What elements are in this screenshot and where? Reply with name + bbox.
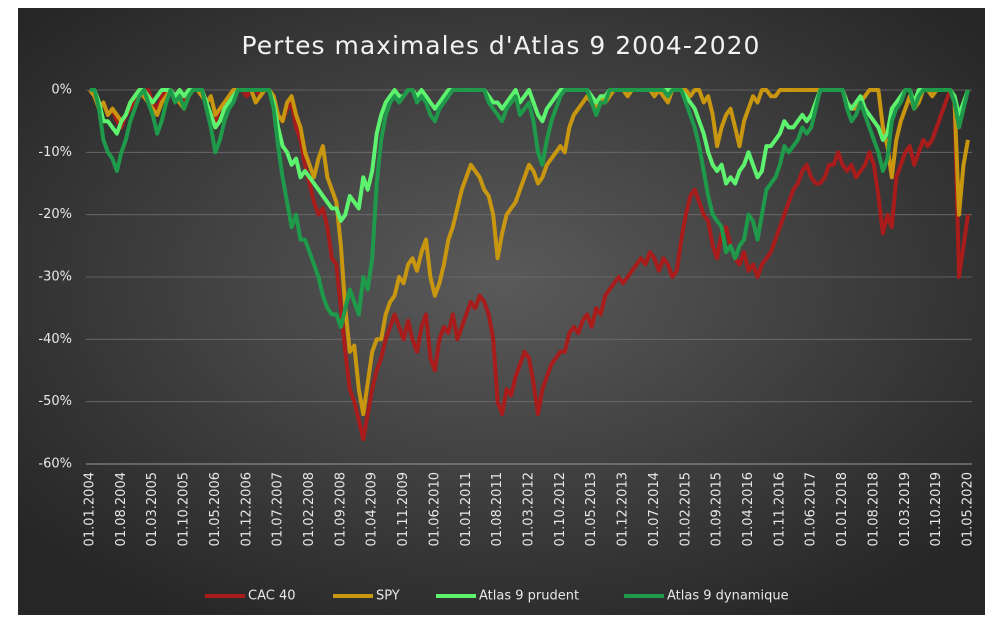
x-tick-label: 01.01.2004 xyxy=(83,472,98,546)
x-tick-label: 01.02.2015 xyxy=(678,472,693,546)
x-tick-label: 01.01.2018 xyxy=(835,472,850,546)
chart-title: Pertes maximales d'Atlas 9 2004-2020 xyxy=(242,31,761,60)
x-tick-label: 01.05.2013 xyxy=(584,472,599,546)
x-tick-label: 01.11.2016 xyxy=(772,472,787,546)
x-tick-label: 01.07.2007 xyxy=(271,472,286,546)
legend-label: SPY xyxy=(376,589,400,604)
x-tick-label: 01.05.2020 xyxy=(961,472,976,546)
x-tick-label: 01.03.2005 xyxy=(145,472,160,546)
x-tick-label: 01.04.2009 xyxy=(365,472,380,546)
legend-label: Atlas 9 prudent xyxy=(479,589,579,604)
x-tick-label: 01.11.2009 xyxy=(396,472,411,546)
x-tick-label: 01.10.2012 xyxy=(553,472,568,546)
legend-label: Atlas 9 dynamique xyxy=(667,589,789,604)
x-tick-label: 01.09.2008 xyxy=(333,472,348,546)
x-tick-label: 01.06.2017 xyxy=(804,472,819,546)
x-tick-label: 01.08.2018 xyxy=(866,472,881,546)
y-tick-label: 0% xyxy=(51,83,72,98)
y-tick-label: -40% xyxy=(38,332,72,347)
series-line xyxy=(90,88,970,329)
x-tick-label: 01.12.2006 xyxy=(239,472,254,546)
legend-label: CAC 40 xyxy=(248,589,296,604)
x-tick-label: 01.08.2011 xyxy=(490,472,505,546)
x-tick-label: 01.05.2006 xyxy=(208,472,223,546)
x-tick-label: 01.10.2019 xyxy=(929,472,944,546)
y-tick-label: -50% xyxy=(38,394,72,409)
x-tick-label: 01.04.2016 xyxy=(741,472,756,546)
x-tick-label: 01.08.2004 xyxy=(114,472,129,546)
y-tick-label: -30% xyxy=(38,270,72,285)
x-tick-label: 01.06.2010 xyxy=(427,472,442,546)
y-tick-label: -20% xyxy=(38,207,72,222)
x-tick-label: 01.03.2012 xyxy=(522,472,537,546)
x-tick-label: 01.03.2019 xyxy=(898,472,913,546)
x-tick-label: 01.09.2015 xyxy=(710,472,725,546)
x-tick-label: 01.10.2005 xyxy=(177,472,192,546)
x-tick-label: 01.01.2011 xyxy=(459,472,474,546)
y-tick-label: -60% xyxy=(38,457,72,472)
x-tick-label: 01.02.2008 xyxy=(302,472,317,546)
x-tick-label: 01.07.2014 xyxy=(647,472,662,546)
x-tick-label: 01.12.2013 xyxy=(616,472,631,546)
y-tick-label: -10% xyxy=(38,145,72,160)
